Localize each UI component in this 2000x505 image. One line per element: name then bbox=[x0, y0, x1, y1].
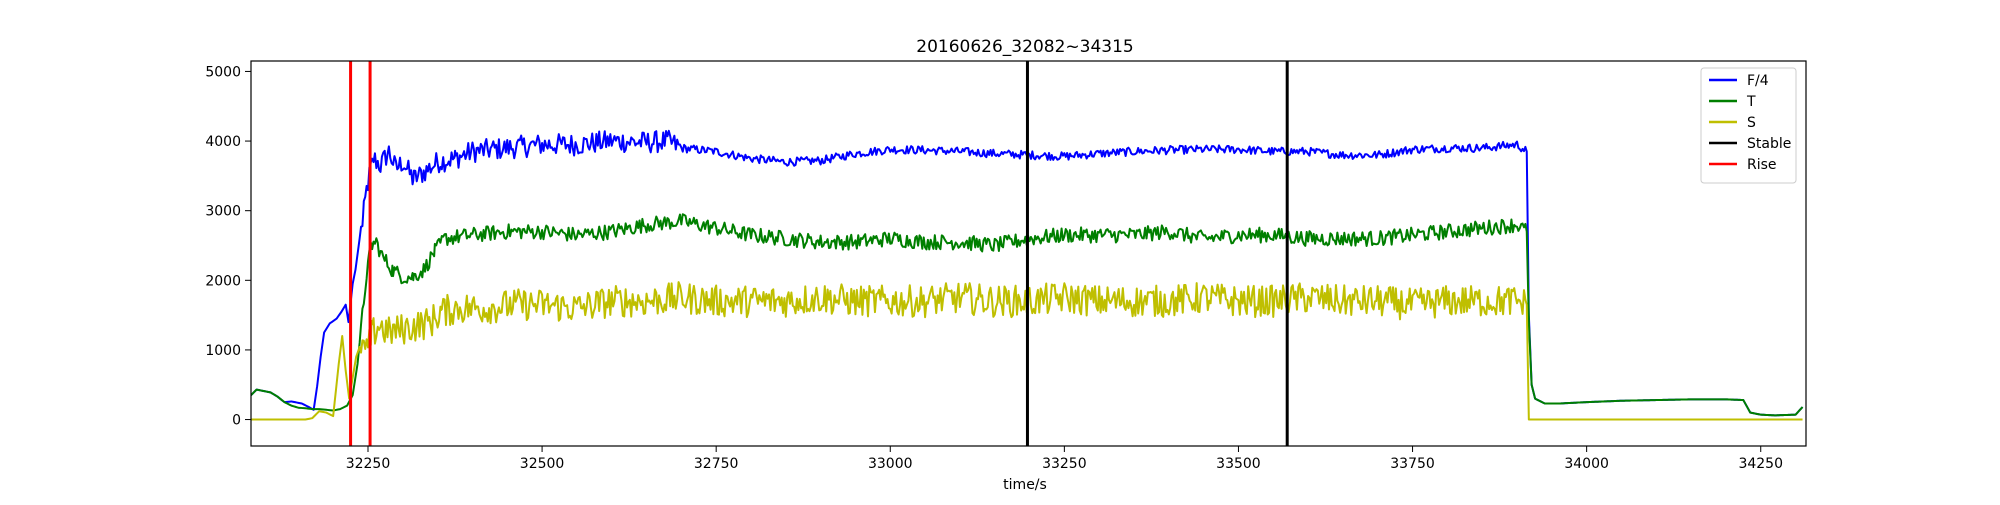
y-tick-label: 5000 bbox=[205, 64, 241, 80]
y-tick-label: 2000 bbox=[205, 273, 241, 289]
y-axis: 0 1000 2000 3000 4000 5000 bbox=[205, 64, 251, 429]
y-tick-label: 3000 bbox=[205, 204, 241, 220]
x-tick-label: 33750 bbox=[1390, 456, 1435, 472]
legend-box bbox=[1700, 67, 1797, 184]
y-tick-label: 0 bbox=[232, 413, 241, 429]
plot-area bbox=[250, 60, 1807, 447]
legend-label-t: T bbox=[1746, 94, 1756, 110]
legend-label-rise: Rise bbox=[1747, 157, 1777, 173]
legend-label-f-4: F/4 bbox=[1747, 73, 1769, 89]
plot-frame bbox=[250, 60, 1807, 447]
x-tick-label: 32500 bbox=[520, 456, 565, 472]
x-axis-label: time/s bbox=[1003, 477, 1047, 493]
legend-label-s: S bbox=[1747, 115, 1756, 131]
x-tick-label: 34250 bbox=[1738, 456, 1783, 472]
x-tick-label: 33000 bbox=[868, 456, 913, 472]
x-tick-label: 33500 bbox=[1216, 456, 1261, 472]
x-tick-label: 32250 bbox=[346, 456, 391, 472]
chart-title: 20160626_32082~34315 bbox=[916, 37, 1133, 57]
x-axis: 32250 32500 32750 33000 33250 33500 33750 34000… bbox=[346, 446, 1783, 472]
x-tick-label: 32750 bbox=[694, 456, 739, 472]
y-tick-label: 4000 bbox=[205, 134, 241, 150]
y-tick-label: 1000 bbox=[205, 343, 241, 359]
legend-label-stable: Stable bbox=[1747, 136, 1791, 152]
series-line-s bbox=[251, 281, 1803, 421]
legend: F/4 TS Stable Rise bbox=[1700, 67, 1797, 184]
x-tick-label: 33250 bbox=[1042, 456, 1087, 472]
x-tick-label: 34000 bbox=[1564, 456, 1609, 472]
